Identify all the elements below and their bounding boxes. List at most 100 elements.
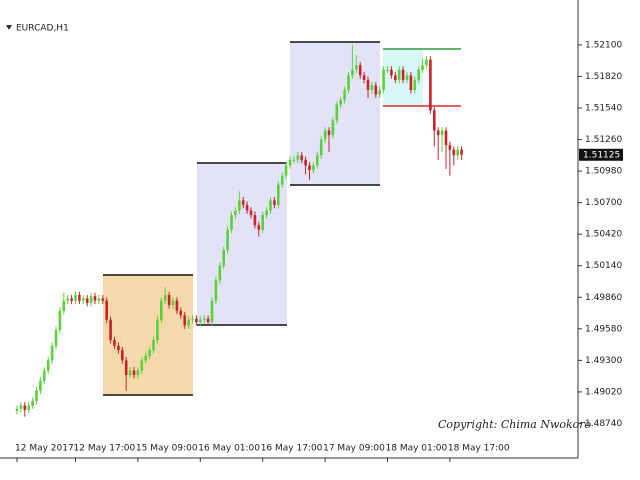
candle-body [171,300,175,306]
x-tick-label: 18 May 17:00 [448,444,510,454]
candle-body [199,319,202,323]
y-tick-label: 1.49580 [585,324,622,334]
candle-body [152,340,155,351]
candle-body [15,408,19,412]
candle-body [105,300,108,320]
candle-body [460,149,463,155]
y-tick-label: 1.49860 [585,293,622,303]
candle-body [43,370,46,381]
candles [15,44,463,417]
candle-body [366,79,370,90]
candle-body [362,75,366,80]
candle-body [238,200,241,211]
x-tick-label: 12 May 2017 [15,444,74,454]
candle-body [417,69,420,80]
candle-body [245,204,249,211]
candle-body [136,370,140,376]
candle-body [386,69,389,71]
candle-body [312,165,315,170]
candle-body [214,280,218,301]
candle-body [19,405,23,409]
candle-body [343,89,346,101]
x-tick-label: 17 May 09:00 [323,444,385,454]
candle-body [117,345,120,351]
candle-body [382,69,385,90]
candle-body [401,69,405,80]
candle-body [413,79,417,90]
candle-body [89,296,93,303]
y-tick-label: 1.50140 [585,261,622,271]
candle-body [27,405,30,410]
candle-body [128,370,132,376]
candle-body [304,159,307,166]
y-tick-label: 1.50700 [585,198,622,208]
y-tick-label: 1.52100 [585,40,622,50]
candle-body [183,315,186,326]
candle-body [175,300,179,311]
candle-body [378,89,381,95]
x-tick-label: 18 May 01:00 [386,444,448,454]
candle-body [355,65,358,70]
candle-body [31,400,34,406]
candle-body [292,159,296,161]
candle-body [167,295,171,306]
candle-body [425,59,428,66]
price-tag-label: 1.51125 [583,150,620,160]
x-tick-label: 12 May 17:00 [74,444,136,454]
candle-body [23,405,27,410]
menu-arrow[interactable] [6,25,12,30]
candle-body [249,210,253,216]
candle-body [70,298,73,301]
y-tick-label: 1.50980 [585,167,622,177]
candle-body [323,130,327,140]
candle-body [230,215,233,230]
candle-body [273,200,276,205]
x-tick-label: 15 May 09:00 [136,444,198,454]
candle-body [62,300,66,311]
zone [103,275,193,395]
candle-body [191,318,194,320]
candle-body [241,200,245,205]
candle-body [358,65,362,76]
candle-body [101,298,105,301]
candle-body [296,155,300,160]
candle-body [429,59,432,111]
candle-body [347,75,350,90]
candle-body [58,310,62,330]
candle-body [210,300,214,323]
candle-body [308,165,311,170]
candle-body [85,298,89,303]
candle-body [35,390,38,401]
candle-body [444,130,448,146]
candle-body [433,110,436,131]
candle-body [132,370,136,376]
price-tag [579,148,623,161]
candle-body [448,145,452,150]
candle-body [187,319,190,326]
candle-body [257,225,261,230]
zone [197,163,287,325]
candle-body [148,350,151,356]
candle-body [394,75,397,80]
candle-body [66,298,69,301]
candle-body [222,249,225,266]
candle-body [218,265,222,281]
candle-body [405,75,409,80]
candle-body [277,184,280,205]
candle-body [93,296,97,301]
candle-body [339,100,342,105]
candle-body [234,210,237,216]
candle-body [319,139,323,156]
candle-body [390,69,393,76]
candle-body [269,200,272,211]
candle-body [288,159,292,166]
candle-body [300,155,303,160]
candle-body [97,298,101,301]
candle-body [206,318,210,323]
candle-body [74,295,77,301]
candle-body [421,65,424,70]
candle-body [124,360,128,376]
candle-body [440,130,444,136]
y-tick-label: 1.51540 [585,104,622,114]
candle-body [113,340,116,346]
